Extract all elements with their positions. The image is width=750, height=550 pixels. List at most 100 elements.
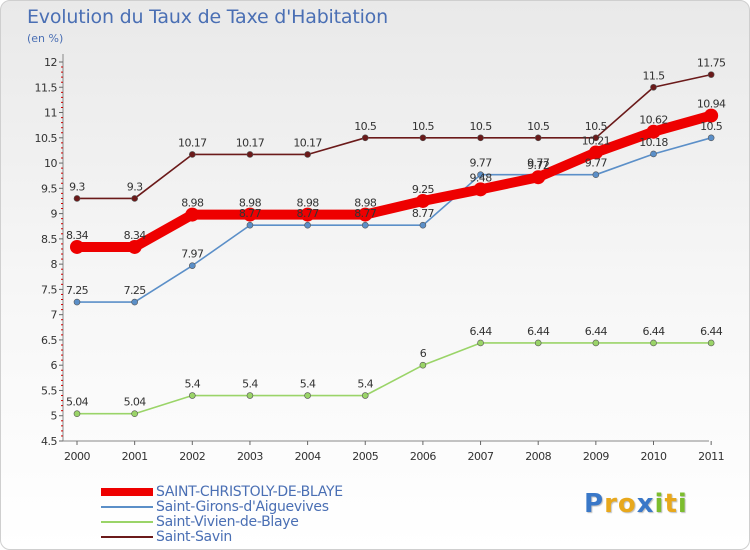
- series-line: [76, 342, 712, 415]
- proxiti-logo: Proxiti: [584, 489, 688, 519]
- data-point: [477, 171, 484, 178]
- x-tick-label: 2000: [64, 450, 90, 463]
- legend-swatch: [101, 488, 153, 496]
- data-point: [242, 207, 257, 222]
- data-point: [189, 392, 196, 399]
- data-label: 10.5: [412, 120, 435, 133]
- data-point: [707, 339, 715, 347]
- x-tick-label: 2010: [641, 450, 667, 463]
- data-label: 10.5: [470, 120, 493, 133]
- data-point: [358, 207, 373, 222]
- data-label: 6.44: [527, 325, 550, 338]
- y-tick-label: 6.5: [41, 334, 57, 347]
- data-label: 5.04: [124, 396, 147, 409]
- data-point: [646, 124, 661, 139]
- legend-label: Saint-Vivien-de-Blaye: [156, 514, 299, 530]
- y-tick-label: 7.5: [41, 283, 57, 296]
- y-tick-label: 7: [51, 309, 58, 322]
- data-label: 9.77: [585, 157, 608, 170]
- legend-label: SAINT-CHRISTOLY-DE-BLAYE: [156, 484, 343, 500]
- data-point: [707, 71, 715, 78]
- data-point: [304, 392, 311, 399]
- data-point: [361, 221, 369, 229]
- series-line: [72, 110, 717, 252]
- chart-unit-label: (en %): [27, 32, 64, 45]
- data-point: [650, 150, 657, 158]
- data-label: 9.3: [69, 180, 85, 193]
- data-label: 6.44: [585, 325, 608, 338]
- y-tick-label: 6: [51, 359, 58, 372]
- data-label: 8.77: [297, 207, 320, 220]
- logo-letter: P: [584, 489, 605, 519]
- y-tick-label: 10.5: [35, 132, 58, 145]
- data-point: [419, 221, 427, 229]
- data-label: 9.72: [527, 159, 549, 172]
- data-point: [477, 339, 484, 347]
- data-label: 6.44: [642, 325, 665, 338]
- x-tick-label: 2008: [525, 450, 551, 463]
- data-label: 8.77: [354, 207, 377, 220]
- data-label: 7.97: [181, 248, 204, 261]
- data-label: 8.98: [181, 197, 204, 210]
- logo-letter: t: [664, 489, 678, 519]
- data-label: 8.34: [66, 229, 89, 242]
- legend-label: Saint-Savin: [156, 529, 232, 545]
- data-point: [534, 339, 542, 347]
- data-label: 7.25: [66, 284, 89, 297]
- data-point: [70, 239, 84, 254]
- legend-label: Saint-Girons-d'Aiguevives: [156, 499, 329, 515]
- data-label: 10.21: [582, 134, 611, 147]
- data-point: [304, 151, 311, 158]
- y-tick-label: 10: [44, 157, 57, 170]
- data-label: 10.5: [527, 120, 550, 133]
- data-label: 10.17: [293, 136, 322, 149]
- logo-letter: i: [677, 489, 688, 519]
- data-label: 5.04: [66, 396, 89, 409]
- data-label: 6.44: [700, 325, 723, 338]
- data-point: [246, 151, 254, 158]
- x-tick-label: 2002: [179, 450, 205, 463]
- logo-letter: x: [636, 489, 655, 519]
- data-point: [73, 195, 81, 202]
- chart-title: Evolution du Taux de Taxe d'Habitation: [27, 6, 388, 28]
- data-label: 5.4: [357, 378, 373, 391]
- data-label: 10.17: [178, 136, 207, 149]
- x-tick-label: 2005: [352, 450, 378, 463]
- x-tick-label: 2006: [410, 450, 436, 463]
- data-point: [534, 134, 542, 142]
- data-point: [588, 145, 603, 160]
- data-point: [419, 134, 427, 142]
- data-label: 8.98: [297, 197, 320, 210]
- legend-swatch: [101, 506, 153, 508]
- data-label: 10.5: [585, 120, 608, 133]
- data-point: [531, 170, 546, 185]
- data-label: 9.25: [412, 183, 435, 196]
- data-point: [592, 134, 600, 142]
- data-label: 9.77: [527, 157, 550, 170]
- data-point: [185, 207, 200, 222]
- y-tick-label: 11.5: [35, 81, 58, 94]
- data-label: 5.4: [300, 378, 316, 391]
- data-label: 10.62: [639, 114, 668, 127]
- x-tick-label: 2007: [468, 450, 494, 463]
- data-label: 10.18: [639, 136, 668, 149]
- data-label: 7.25: [124, 284, 147, 297]
- data-point: [473, 182, 488, 197]
- data-point: [419, 361, 427, 369]
- x-tick-label: 2009: [583, 450, 609, 463]
- data-label: 9.3: [127, 180, 143, 193]
- y-tick-label: 9.5: [41, 182, 57, 195]
- x-tick-label: 2003: [237, 450, 263, 463]
- data-point: [707, 134, 715, 142]
- data-point: [592, 171, 600, 178]
- data-label: 5.4: [184, 378, 200, 391]
- legend-swatch: [101, 521, 153, 523]
- x-tick-label: 2004: [295, 450, 321, 463]
- data-label: 11.5: [642, 69, 665, 82]
- data-label: 6.44: [470, 325, 493, 338]
- logo-letter: i: [654, 489, 665, 519]
- series-line: [76, 73, 712, 200]
- data-point: [361, 392, 369, 399]
